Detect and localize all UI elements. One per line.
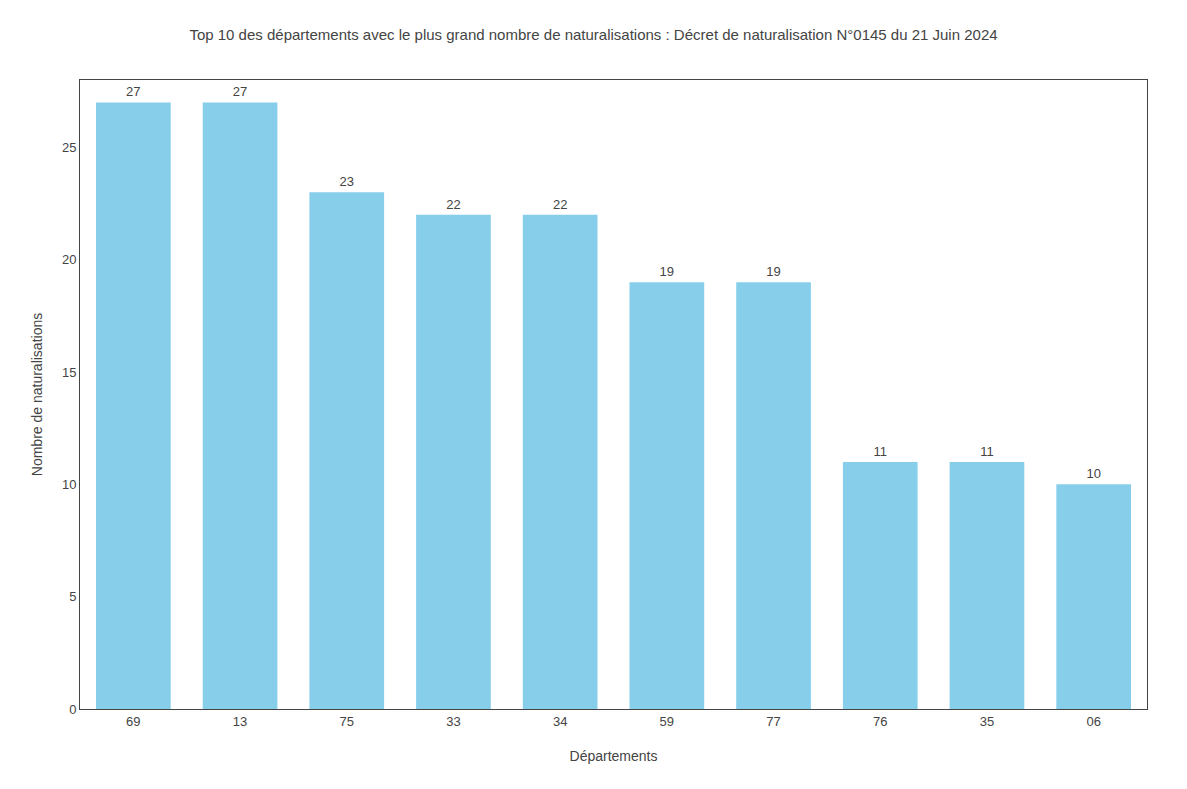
svg-text:27: 27 (126, 84, 140, 99)
svg-text:59: 59 (660, 714, 674, 729)
svg-text:75: 75 (340, 714, 354, 729)
svg-text:69: 69 (126, 714, 140, 729)
svg-text:22: 22 (553, 197, 567, 212)
svg-text:19: 19 (766, 264, 780, 279)
svg-text:15: 15 (62, 365, 76, 380)
svg-text:Nombre de naturalisations: Nombre de naturalisations (29, 313, 45, 476)
svg-text:19: 19 (660, 264, 674, 279)
svg-text:20: 20 (62, 252, 76, 267)
svg-text:23: 23 (340, 174, 354, 189)
svg-text:27: 27 (233, 84, 247, 99)
svg-text:35: 35 (980, 714, 994, 729)
svg-text:13: 13 (233, 714, 247, 729)
svg-text:76: 76 (873, 714, 887, 729)
svg-text:22: 22 (446, 197, 460, 212)
svg-text:06: 06 (1086, 714, 1100, 729)
svg-text:11: 11 (980, 444, 994, 459)
svg-text:77: 77 (766, 714, 780, 729)
svg-text:10: 10 (62, 477, 76, 492)
svg-text:10: 10 (1086, 466, 1100, 481)
svg-text:Top 10 des départements avec l: Top 10 des départements avec le plus gra… (189, 26, 997, 43)
svg-text:33: 33 (446, 714, 460, 729)
svg-text:34: 34 (553, 714, 567, 729)
svg-text:25: 25 (62, 140, 76, 155)
svg-text:5: 5 (69, 589, 76, 604)
svg-text:11: 11 (874, 444, 888, 459)
svg-text:Départements: Départements (570, 748, 658, 764)
svg-text:0: 0 (69, 702, 76, 717)
